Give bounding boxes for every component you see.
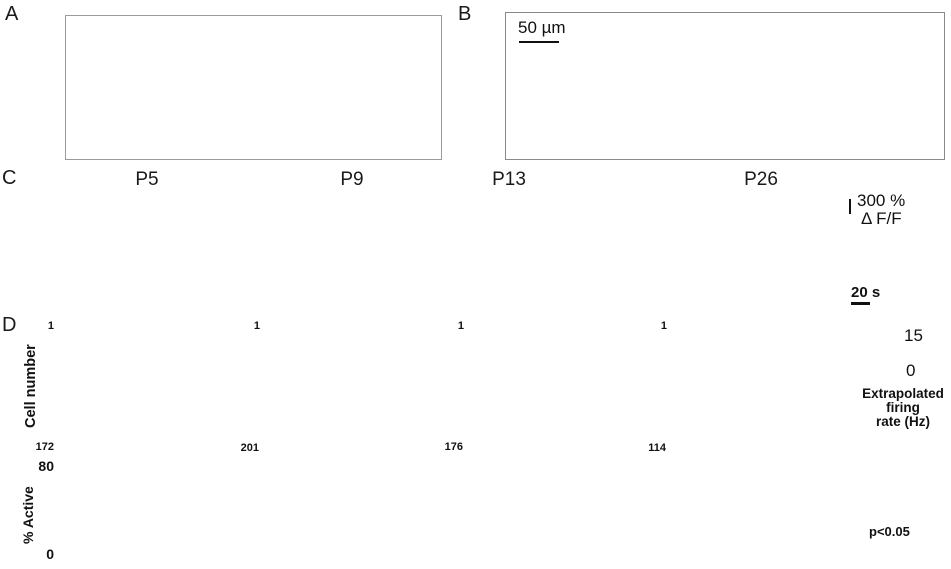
cell-count-p26: 114 bbox=[648, 442, 666, 454]
amplitude-scale-bar bbox=[849, 199, 851, 214]
colorbar bbox=[888, 331, 901, 382]
active-ymin-label: 0 bbox=[46, 546, 54, 562]
colorbar-title-line2: firing bbox=[886, 400, 920, 415]
cell-first-p13: 1 bbox=[457, 320, 464, 332]
fluorescence-image bbox=[65, 15, 442, 160]
colorbar-title-line1: Extrapolated bbox=[862, 386, 944, 401]
cell-count-p13: 176 bbox=[444, 441, 463, 453]
colorbar-min-label: 0 bbox=[906, 361, 916, 380]
colorbar-title: Extrapolated firing rate (Hz) bbox=[851, 387, 951, 429]
amplitude-scale-label: 300 % bbox=[857, 191, 906, 210]
active-plot-p5 bbox=[55, 460, 236, 566]
traces-p9 bbox=[262, 192, 443, 310]
panel-c-label: C bbox=[2, 167, 17, 189]
cell-contours-image bbox=[506, 13, 944, 159]
raster-heatmap-p9 bbox=[264, 322, 447, 453]
raster-heatmap-p13 bbox=[468, 322, 645, 453]
colorbar-max-label: 15 bbox=[904, 326, 923, 345]
significance-label: p<0.05 bbox=[869, 524, 910, 539]
scale-bar-label: 50 µm bbox=[518, 18, 566, 37]
age-label-p5: P5 bbox=[135, 169, 159, 190]
active-axis-label: % Active bbox=[20, 486, 36, 544]
time-scale-label: 20 s bbox=[851, 284, 881, 301]
cell-number-axis-label: Cell number bbox=[23, 344, 39, 428]
active-plot-p13 bbox=[469, 460, 648, 566]
time-scale-bar bbox=[851, 302, 870, 305]
age-label-p26: P26 bbox=[744, 169, 778, 190]
colorbar-title-line3: rate (Hz) bbox=[875, 414, 930, 429]
traces-p13 bbox=[463, 192, 643, 310]
traces-p26 bbox=[671, 192, 845, 310]
panel-a-label: A bbox=[5, 3, 19, 25]
panel-d-label: D bbox=[2, 314, 17, 336]
cell-first-p5: 1 bbox=[47, 320, 54, 332]
age-label-p9: P9 bbox=[340, 169, 364, 190]
panel-b-label: B bbox=[458, 3, 472, 25]
raster-heatmap-p26 bbox=[670, 322, 847, 453]
active-ymax-label: 80 bbox=[38, 458, 54, 474]
age-label-p13: P13 bbox=[492, 169, 526, 190]
cell-first-p26: 1 bbox=[660, 320, 667, 332]
active-plot-p9 bbox=[262, 460, 443, 566]
active-plot-p26 bbox=[672, 460, 849, 566]
traces-p5 bbox=[58, 192, 238, 310]
raster-heatmap-p5 bbox=[58, 322, 236, 453]
cell-first-p9: 1 bbox=[253, 320, 260, 332]
cell-count-p5: 172 bbox=[35, 441, 54, 453]
df-f-label: Δ F/F bbox=[861, 209, 902, 228]
scale-bar bbox=[519, 41, 559, 43]
cell-count-p9: 201 bbox=[240, 442, 259, 454]
contour-map-box: 50 µm bbox=[505, 12, 945, 160]
